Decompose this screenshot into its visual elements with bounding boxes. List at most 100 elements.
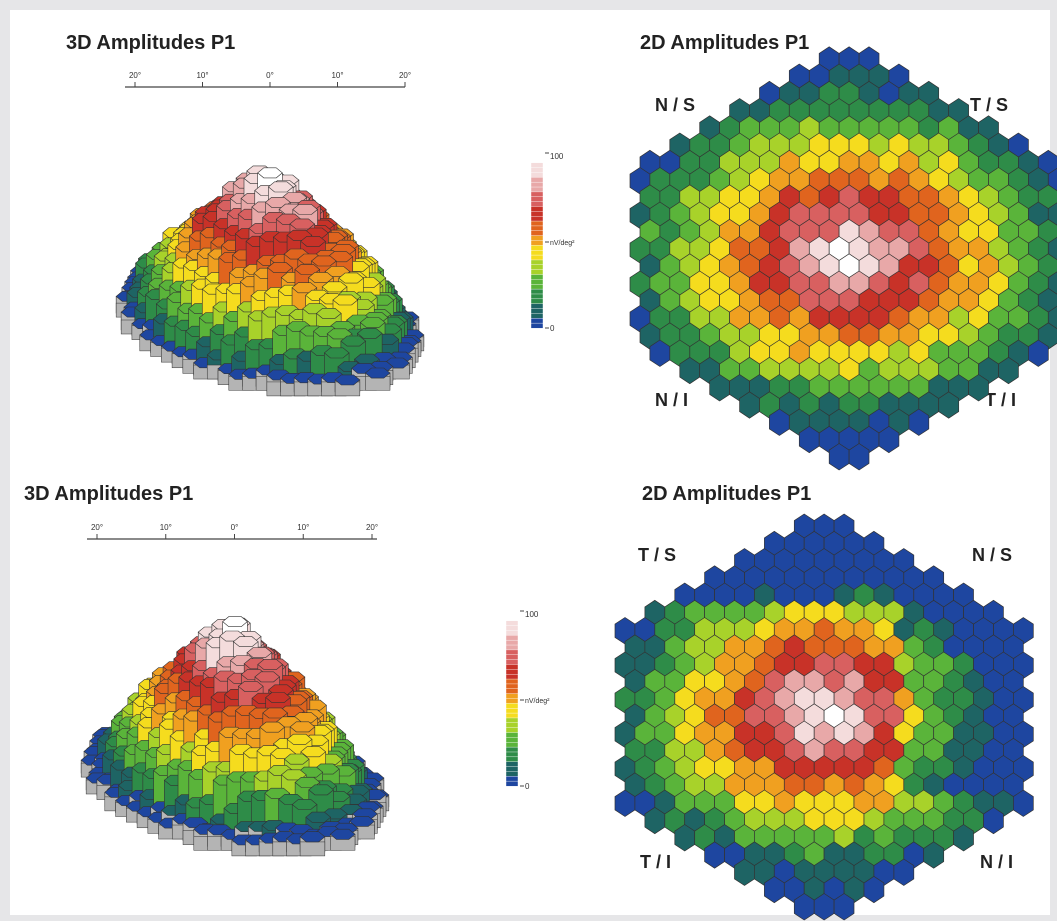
colorbar-cell	[505, 717, 519, 724]
surface-cell	[232, 636, 259, 647]
colorbar-cell	[505, 625, 519, 631]
colorbar-cell	[530, 157, 544, 164]
surface-cell	[257, 167, 283, 179]
colorbar-cell	[505, 727, 519, 734]
colorbar-cell	[530, 240, 544, 246]
corner-label-lower-left: T / I	[640, 852, 671, 872]
colorbar-cell	[505, 776, 519, 782]
colorbar-cell	[505, 673, 519, 680]
colorbar-cell	[530, 293, 544, 300]
3d-amplitude-surface-top	[115, 165, 425, 397]
hex-cell	[833, 893, 855, 921]
colorbar-cell	[530, 196, 544, 203]
surface-cell	[291, 799, 318, 810]
colorbar-cell	[505, 766, 519, 772]
colorbar-cell	[530, 201, 544, 207]
scale-tick-label: 0°	[231, 523, 239, 532]
colorbar-cell	[530, 254, 544, 261]
colorbar-cell	[530, 259, 544, 266]
surface-cell	[334, 374, 361, 386]
colorbar-cell	[505, 756, 519, 763]
colorbar-cell	[505, 659, 519, 665]
colorbar-cell	[505, 620, 519, 627]
surface-cell	[222, 616, 248, 628]
hex-cell	[1013, 789, 1034, 817]
surface-cell	[237, 681, 264, 692]
hex-cell	[893, 858, 915, 886]
angle-scale-bottom: 20° 10° 0° 10° 20°	[87, 523, 378, 540]
corner-label-lower-right: N / I	[980, 852, 1014, 872]
colorbar-cell	[505, 746, 519, 753]
surface-cell	[356, 328, 383, 339]
colorbar-cell	[505, 678, 519, 685]
corner-label-lower-left: N / I	[655, 390, 689, 410]
surface-cell	[246, 647, 273, 658]
hex-cell	[1028, 339, 1049, 367]
colorbar-cell	[530, 177, 544, 183]
colorbar-cell	[530, 152, 544, 159]
surface-cell	[257, 659, 283, 670]
colorbar-unit-label: nV/deg²	[525, 698, 550, 705]
colorbar-min-label: 0	[525, 782, 530, 791]
surface-cell	[267, 181, 294, 193]
colorbar-cell	[530, 250, 544, 256]
surface-cell	[321, 281, 348, 293]
hex-cell	[923, 841, 945, 869]
corner-label-upper-right: T / S	[970, 95, 1009, 115]
colorbar-cell	[505, 639, 519, 646]
surface-cell	[300, 746, 327, 758]
colorbar-cell	[530, 274, 544, 280]
surface-cell	[340, 335, 367, 347]
colorbar-min-label: 0	[550, 324, 555, 333]
surface-cell	[329, 828, 356, 840]
corner-label-lower-right: T / I	[985, 390, 1016, 410]
colorbar-cell	[530, 235, 544, 241]
surface-cell	[265, 692, 291, 703]
colorbar-cell	[530, 220, 544, 227]
scale-tick-label: 20°	[399, 71, 411, 80]
colorbar-cell	[530, 303, 544, 310]
colorbar-cell	[530, 269, 544, 276]
colorbar-cell	[505, 644, 519, 651]
panel-title-2d-bottom: 2D Amplitudes P1	[642, 483, 812, 505]
colorbar-cell	[530, 206, 544, 212]
colorbar-cell	[505, 751, 519, 758]
panel-title-3d-bottom: 3D Amplitudes P1	[24, 483, 194, 505]
colorbar-unit-label: nV/deg²	[550, 240, 575, 247]
colorbar-cell	[505, 664, 519, 670]
colorbar-cell	[530, 322, 544, 329]
scale-tick-label: 10°	[196, 71, 208, 80]
surface-cell	[338, 272, 364, 284]
hex-cell	[848, 443, 870, 471]
colorbar-cell	[505, 630, 519, 636]
colorbar-cell	[530, 230, 544, 237]
corner-label-upper-right: N / S	[972, 545, 1013, 565]
2d-amplitude-map-top	[629, 46, 1057, 471]
hex-cell	[878, 425, 900, 454]
colorbar-cell	[505, 737, 519, 743]
colorbar-cell	[530, 172, 544, 178]
colorbar-cell	[530, 264, 544, 271]
colorbar-cell	[530, 298, 544, 305]
colorbar-cell	[505, 698, 519, 704]
colorbar-scale	[505, 610, 519, 787]
hex-cell	[998, 356, 1019, 385]
2d-amplitude-map-bottom	[614, 513, 1034, 921]
colorbar-cell	[530, 284, 544, 290]
colorbar-cell	[530, 245, 544, 251]
surface-cell	[299, 831, 326, 843]
colorbar-cell	[530, 308, 544, 314]
panel-title-3d-top: 3D Amplitudes P1	[66, 32, 236, 54]
figure-page: 3D Amplitudes P1 20° 10° 0° 10° 20° 100 nV/d…	[10, 10, 1057, 921]
colorbar-cell	[505, 708, 519, 714]
surface-cell	[267, 262, 293, 273]
colorbar-cell	[505, 761, 519, 768]
colorbar-cell	[505, 722, 519, 729]
3d-amplitude-surface-bottom	[80, 616, 390, 857]
surface-cell	[300, 236, 326, 247]
colorbar-cell	[530, 167, 544, 173]
surface-cell	[308, 784, 334, 796]
surface-cell	[254, 671, 281, 683]
surface-cell	[305, 811, 332, 823]
surface-cell	[289, 721, 316, 733]
